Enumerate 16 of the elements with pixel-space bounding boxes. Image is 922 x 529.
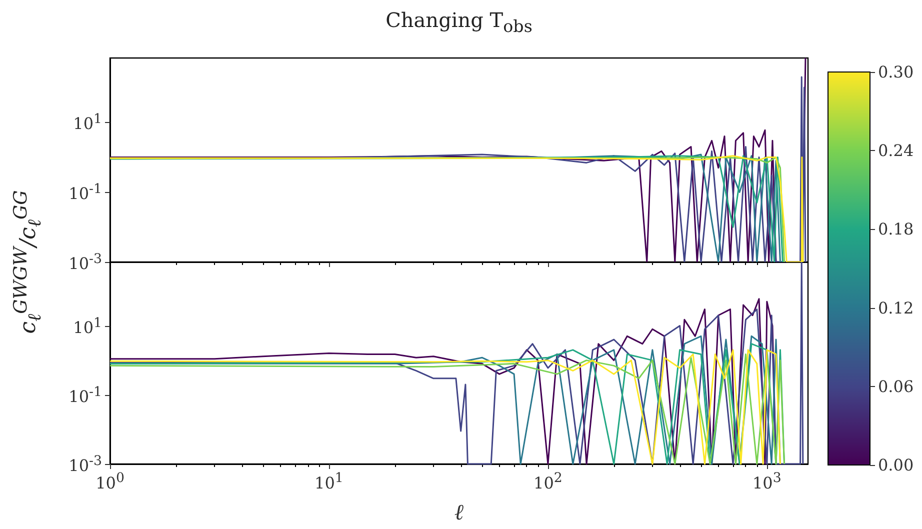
x-tick-label: 10$^{2}$ xyxy=(534,470,562,492)
x-axis-title: ℓ xyxy=(454,500,464,526)
y-tick-label: 10$^{-1}$ xyxy=(68,181,102,204)
y-tick-label: 10$^{-3}$ xyxy=(68,250,102,274)
color-bar-label: 0.24 xyxy=(878,141,914,160)
x-tick-label: 10$^{3}$ xyxy=(752,470,782,492)
color-bar-label: 0.06 xyxy=(878,376,914,396)
color-bar-label: 0.18 xyxy=(878,220,914,239)
chart-title: Changing T$_{obs}$ xyxy=(384,8,534,36)
color-bar-label: 0.12 xyxy=(878,298,914,318)
y-tick-label: 10$^{-1}$ xyxy=(68,384,102,406)
color-bar-label: 0.30 xyxy=(878,62,914,82)
color-bar-label: 0.00 xyxy=(878,456,914,474)
x-tick-label: 10$^{1}$ xyxy=(314,470,344,492)
y-tick-label: 10$^{1}$ xyxy=(73,314,102,337)
y-tick-label: 10$^{1}$ xyxy=(73,111,102,134)
